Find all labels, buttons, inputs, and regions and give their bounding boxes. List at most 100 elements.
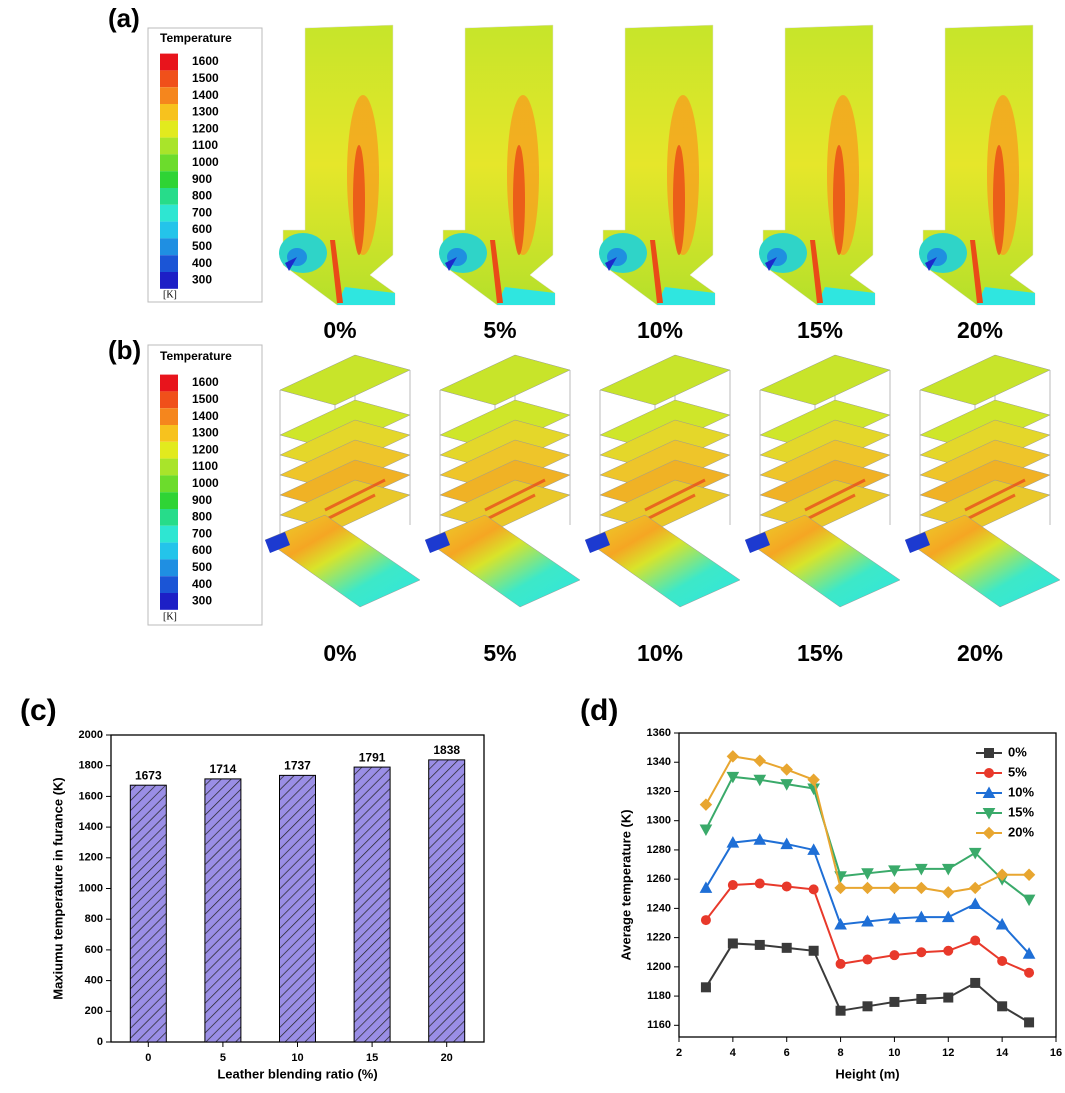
- colorbar-tick-label: 400: [192, 577, 212, 591]
- y-tick-label: 1400: [79, 821, 103, 833]
- legend-marker: [982, 786, 996, 798]
- colorbar-swatch: [160, 137, 178, 155]
- colorbar-tick-label: 1600: [192, 54, 219, 68]
- bar: [279, 774, 316, 1043]
- marker: [699, 798, 713, 811]
- x-tick-label: 16: [1050, 1047, 1062, 1059]
- marker: [970, 935, 981, 946]
- colorbar-tick-label: 800: [192, 189, 212, 203]
- marker: [916, 947, 927, 958]
- colorbar-tick-label: 300: [192, 594, 212, 608]
- legend-label: 15%: [1008, 804, 1034, 819]
- marker: [726, 771, 740, 784]
- contour-image: [598, 24, 716, 306]
- legend-marker: [984, 748, 994, 758]
- x-tick-label: 2: [676, 1047, 682, 1059]
- y-tick-label: 1800: [79, 760, 103, 772]
- y-tick-label: 1200: [647, 961, 671, 973]
- data-label: 1838: [433, 743, 460, 757]
- case-label: 20%: [957, 317, 1003, 343]
- legend-label: 20%: [1008, 824, 1034, 839]
- marker: [915, 910, 928, 923]
- data-label: 1673: [135, 768, 162, 782]
- colorbar-swatch: [160, 458, 178, 476]
- marker: [808, 884, 819, 895]
- marker: [970, 977, 981, 988]
- marker: [700, 982, 711, 993]
- marker: [888, 912, 901, 924]
- contour-image: [903, 353, 1062, 609]
- case-label: 10%: [637, 640, 683, 666]
- colorbar-swatch: [160, 525, 178, 543]
- y-tick-label: 1220: [647, 932, 671, 944]
- y-tick-label: 1360: [647, 727, 671, 739]
- y-tick-label: 400: [85, 975, 103, 987]
- colorbar-swatch: [160, 374, 178, 392]
- panel-label: (b): [108, 335, 141, 365]
- colorbar-swatch: [160, 509, 178, 526]
- contour-image: [423, 353, 582, 609]
- marker: [915, 881, 928, 895]
- colorbar-swatch: [160, 559, 178, 577]
- marker: [834, 917, 847, 930]
- colorbar-tick-label: 600: [192, 222, 212, 236]
- marker: [753, 754, 766, 767]
- marker: [835, 958, 846, 969]
- marker: [861, 881, 874, 895]
- colorbar-swatch: [160, 475, 178, 493]
- marker: [915, 863, 928, 876]
- marker: [1024, 967, 1035, 978]
- colorbar-tick-label: 1000: [192, 476, 219, 490]
- contour-image: [278, 24, 396, 306]
- marker: [916, 994, 927, 1004]
- marker: [889, 950, 900, 961]
- case-label: 5%: [483, 640, 516, 666]
- colorbar-tick-label: 500: [192, 239, 212, 253]
- legend-marker: [982, 808, 996, 820]
- y-tick-label: 1320: [647, 785, 671, 797]
- marker: [861, 868, 874, 880]
- marker: [700, 915, 711, 926]
- marker: [726, 836, 740, 848]
- colorbar-swatch: [160, 391, 178, 409]
- case-label: 20%: [957, 640, 1003, 666]
- x-tick-label: 5: [220, 1052, 226, 1064]
- colorbar-tick-label: 700: [192, 205, 212, 219]
- y-tick-label: 1180: [647, 990, 671, 1002]
- y-tick-label: 200: [85, 1005, 103, 1017]
- colorbar-swatch: [160, 238, 178, 256]
- charts: (c) Leather blending ratio (%) Maxiumu tem…: [20, 694, 1062, 1082]
- y-tick-label: 1200: [79, 852, 103, 864]
- colorbar-swatch: [160, 221, 178, 239]
- marker: [807, 843, 820, 855]
- marker: [835, 1005, 846, 1016]
- y-tick-label: 1340: [647, 756, 671, 768]
- colorbar-tick-label: 1400: [192, 409, 219, 423]
- colorbar-tick-label: 1300: [192, 426, 219, 440]
- case-label: 0%: [323, 317, 356, 343]
- panel-label: (c): [20, 694, 57, 727]
- marker: [781, 881, 792, 892]
- x-tick-label: 20: [441, 1052, 453, 1064]
- y-tick-label: 1000: [79, 882, 103, 894]
- colorbar-swatch: [160, 441, 178, 459]
- y-tick-label: 600: [85, 944, 103, 956]
- marker: [997, 1001, 1008, 1012]
- colorbar-swatch: [160, 87, 178, 104]
- colorbar-tick-label: 500: [192, 560, 212, 574]
- marker: [969, 881, 982, 895]
- marker: [995, 868, 1009, 881]
- contour-image: [758, 24, 876, 306]
- marker: [780, 837, 794, 850]
- series-line: [705, 775, 1030, 901]
- data-label: 1737: [284, 759, 311, 773]
- y-tick-label: 800: [85, 913, 103, 925]
- y-tick-label: 1260: [647, 873, 671, 885]
- marker: [941, 910, 955, 923]
- colorbar-swatch: [160, 171, 178, 188]
- contour-image: [918, 24, 1036, 306]
- colorbar-tick-label: 600: [192, 543, 212, 557]
- colorbar-tick-label: 300: [192, 273, 212, 287]
